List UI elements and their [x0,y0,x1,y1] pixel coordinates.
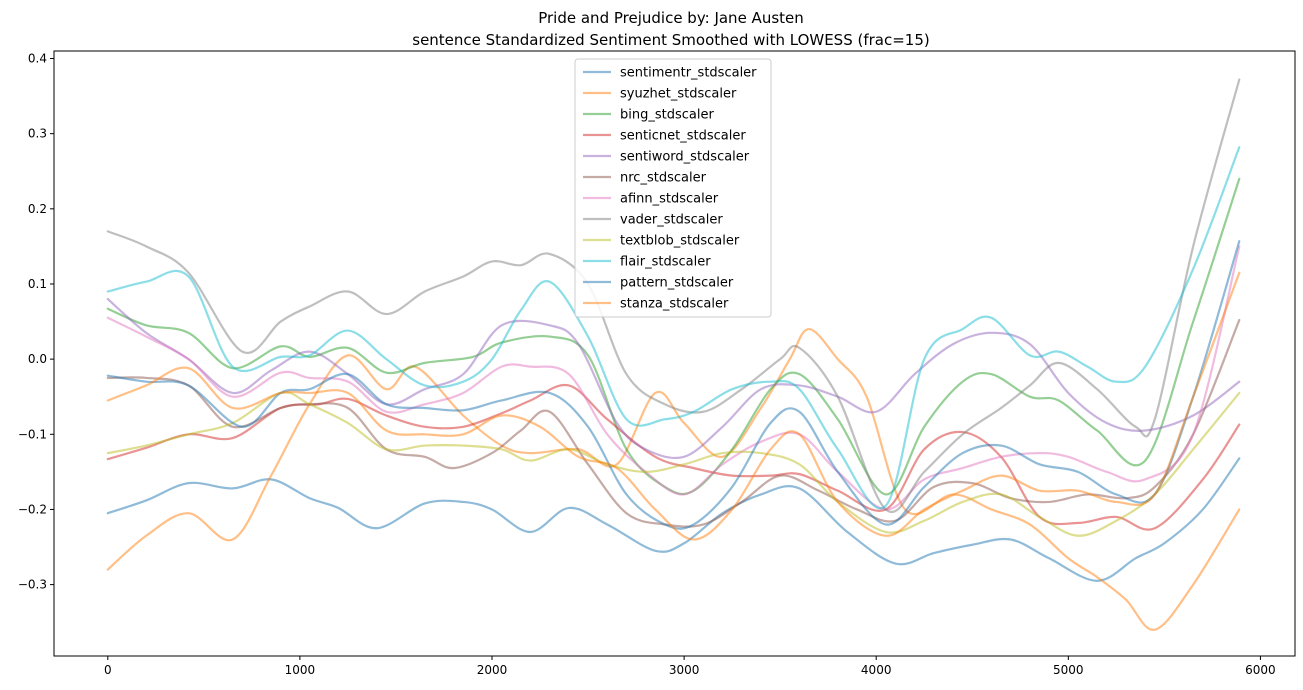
legend-label: afinn_stdscaler [620,192,719,207]
legend-label: pattern_stdscaler [620,276,734,291]
y-tick-label: 0.2 [28,202,47,216]
series-line-stanza_stdscaler [106,271,1241,541]
y-tick-label: −0.3 [18,578,47,592]
series-lines [106,78,1241,631]
series-line-vader_stdscaler [106,78,1241,513]
x-tick-label: 6000 [1245,663,1276,677]
chart-title: Pride and Prejudice by: Jane Austen [538,9,804,27]
legend-label: vader_stdscaler [620,213,723,228]
legend-label: nrc_stdscaler [620,171,707,186]
legend-box [574,58,772,318]
x-tick-label: 0 [104,663,112,677]
series-line-flair_stdscaler [106,146,1241,510]
series-line-nrc_stdscaler [106,318,1241,528]
legend-label: senticnet_stdscaler [620,129,746,144]
legend-label: sentiword_stdscaler [620,150,750,165]
y-tick-label: 0.1 [28,277,47,291]
y-axis: −0.3 −0.2 −0.1 0.0 0.1 0.2 0.3 0.4 [18,52,54,592]
series-line-pattern_stdscaler [106,240,1241,530]
x-tick-label: 3000 [669,663,700,677]
legend: sentimentr_stdscaler syuzhet_stdscalerbin… [574,58,772,318]
legend-label: stanza_stdscaler [620,297,729,312]
chart-subtitle: sentence Standardized Sentiment Smoothed… [412,31,930,49]
x-tick-label: 5000 [1053,663,1084,677]
y-tick-label: −0.2 [18,502,47,516]
series-line-afinn_stdscaler [106,245,1241,511]
plot-frame [53,50,1296,657]
legend-label: sentimentr_stdscaler [620,66,757,81]
y-tick-label: 0.3 [28,127,47,141]
x-tick-label: 4000 [861,663,892,677]
x-tick-label: 2000 [477,663,508,677]
legend-label: flair_stdscaler [620,255,711,270]
series-line-textblob_stdscaler [106,391,1241,537]
y-tick-label: 0.0 [28,352,47,366]
series-line-sentimentr_stdscaler [106,457,1241,582]
y-tick-label: −0.1 [18,427,47,441]
legend-label: syuzhet_stdscaler [620,87,737,102]
x-tick-label: 1000 [285,663,316,677]
y-tick-label: 0.4 [28,52,47,66]
legend-label: textblob_stdscaler [620,234,740,249]
series-line-sentiword_stdscaler [106,297,1241,460]
legend-label: bing_stdscaler [620,108,714,123]
x-axis: 0 1000 2000 3000 4000 5000 6000 [104,656,1276,677]
